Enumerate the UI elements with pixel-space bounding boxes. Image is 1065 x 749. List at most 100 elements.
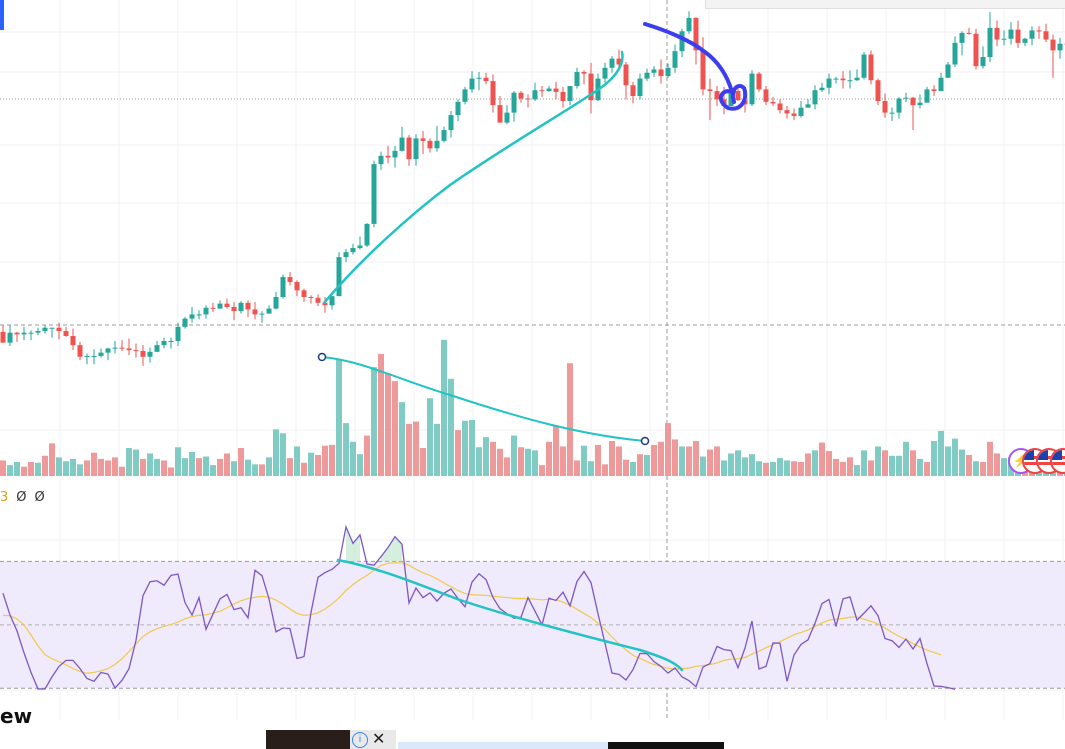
volume-bar xyxy=(224,453,230,476)
candle-body xyxy=(413,138,419,160)
candle-body xyxy=(756,73,762,90)
candle-body xyxy=(392,150,398,158)
drawing-annotations[interactable] xyxy=(317,22,748,672)
candle-body xyxy=(749,73,755,105)
drawing-handle xyxy=(640,436,650,446)
volume-bar xyxy=(14,462,20,476)
volume-bar xyxy=(889,455,895,476)
volume-bar xyxy=(497,448,503,476)
top-toolbar-panel[interactable] xyxy=(705,0,1065,9)
volume-bar xyxy=(28,462,34,476)
candle-body xyxy=(602,67,608,79)
volume-bar xyxy=(847,457,853,476)
candle-body xyxy=(567,86,573,102)
candle-body xyxy=(406,137,412,160)
candle-body xyxy=(658,69,664,77)
candle-body xyxy=(840,78,846,81)
price-pane[interactable] xyxy=(0,11,1065,366)
volume-bar xyxy=(518,447,524,476)
candle-body xyxy=(175,326,181,342)
volume-bar xyxy=(532,450,538,476)
candle-body xyxy=(1057,43,1063,51)
candle-body xyxy=(161,341,167,346)
candle-body xyxy=(21,332,27,335)
volume-bar xyxy=(343,423,349,476)
candle-body xyxy=(987,27,993,57)
volume-bar xyxy=(819,442,825,476)
bottom-strip xyxy=(398,742,608,749)
candle-body xyxy=(784,110,790,114)
candle-body xyxy=(665,67,671,77)
trend-drawing-volume xyxy=(321,356,646,442)
candle-body xyxy=(245,302,251,310)
candle-body xyxy=(14,332,20,335)
candle-body xyxy=(280,277,286,297)
candle-body xyxy=(791,113,797,116)
volume-bar xyxy=(854,465,860,476)
volume-bar xyxy=(896,455,902,476)
candle-body xyxy=(896,98,902,113)
candle-body xyxy=(980,56,986,67)
candle-body xyxy=(763,89,769,102)
corner-tab[interactable] xyxy=(0,0,4,30)
rsi-overbought-fill xyxy=(381,536,402,562)
candle-body xyxy=(630,85,636,97)
ad-image[interactable] xyxy=(266,730,350,749)
volume-bar xyxy=(385,373,391,476)
volume-bar xyxy=(476,447,482,476)
candle-body xyxy=(777,103,783,111)
volume-bar xyxy=(91,452,97,476)
candle-body xyxy=(959,32,965,43)
candle-body xyxy=(371,164,377,224)
candle-body xyxy=(546,88,552,92)
candle-body xyxy=(931,89,937,92)
candle-body xyxy=(182,318,188,327)
candle-body xyxy=(812,90,818,105)
volume-bar xyxy=(56,457,62,476)
volume-bar xyxy=(287,458,293,476)
candle-body xyxy=(924,89,930,103)
candle-body xyxy=(581,71,587,74)
candle-body xyxy=(420,138,426,141)
volume-bar xyxy=(105,460,111,476)
volume-bar xyxy=(910,450,916,476)
volume-bar xyxy=(742,457,748,476)
volume-bar xyxy=(798,462,804,476)
volume-bar xyxy=(637,454,643,476)
flag-icon[interactable] xyxy=(1050,448,1065,474)
volume-bar xyxy=(882,450,888,476)
rsi-pane xyxy=(0,524,1065,690)
candle-body xyxy=(1029,30,1035,39)
candle-body xyxy=(1015,29,1021,43)
volume-bar xyxy=(623,459,629,476)
volume-bar xyxy=(679,446,685,476)
volume-bar xyxy=(672,439,678,476)
volume-bar xyxy=(924,462,930,476)
volume-bar xyxy=(595,444,601,476)
close-icon[interactable]: ✕ xyxy=(372,731,386,748)
candle-body xyxy=(56,327,62,332)
candle-body xyxy=(518,92,524,99)
flag-icon[interactable] xyxy=(1022,448,1048,474)
candle-body xyxy=(455,101,461,116)
volume-bar xyxy=(567,363,573,476)
candle-body xyxy=(266,308,272,314)
candle-body xyxy=(462,89,468,102)
volume-bar xyxy=(70,458,76,476)
candle-body xyxy=(364,223,370,246)
volume-bar xyxy=(35,462,41,476)
ad-banner[interactable]: i ✕ xyxy=(266,730,396,749)
candle-body xyxy=(105,348,111,353)
info-icon[interactable]: i xyxy=(352,732,368,748)
candle-body xyxy=(336,257,342,297)
volume-bar xyxy=(469,420,475,476)
candle-body xyxy=(511,92,517,113)
volume-bar xyxy=(140,458,146,476)
candle-body xyxy=(168,341,174,343)
volume-bar xyxy=(756,461,762,476)
candle-body xyxy=(217,303,223,309)
candle-body xyxy=(231,306,237,312)
candle-body xyxy=(49,327,55,329)
volume-bar xyxy=(574,460,580,476)
